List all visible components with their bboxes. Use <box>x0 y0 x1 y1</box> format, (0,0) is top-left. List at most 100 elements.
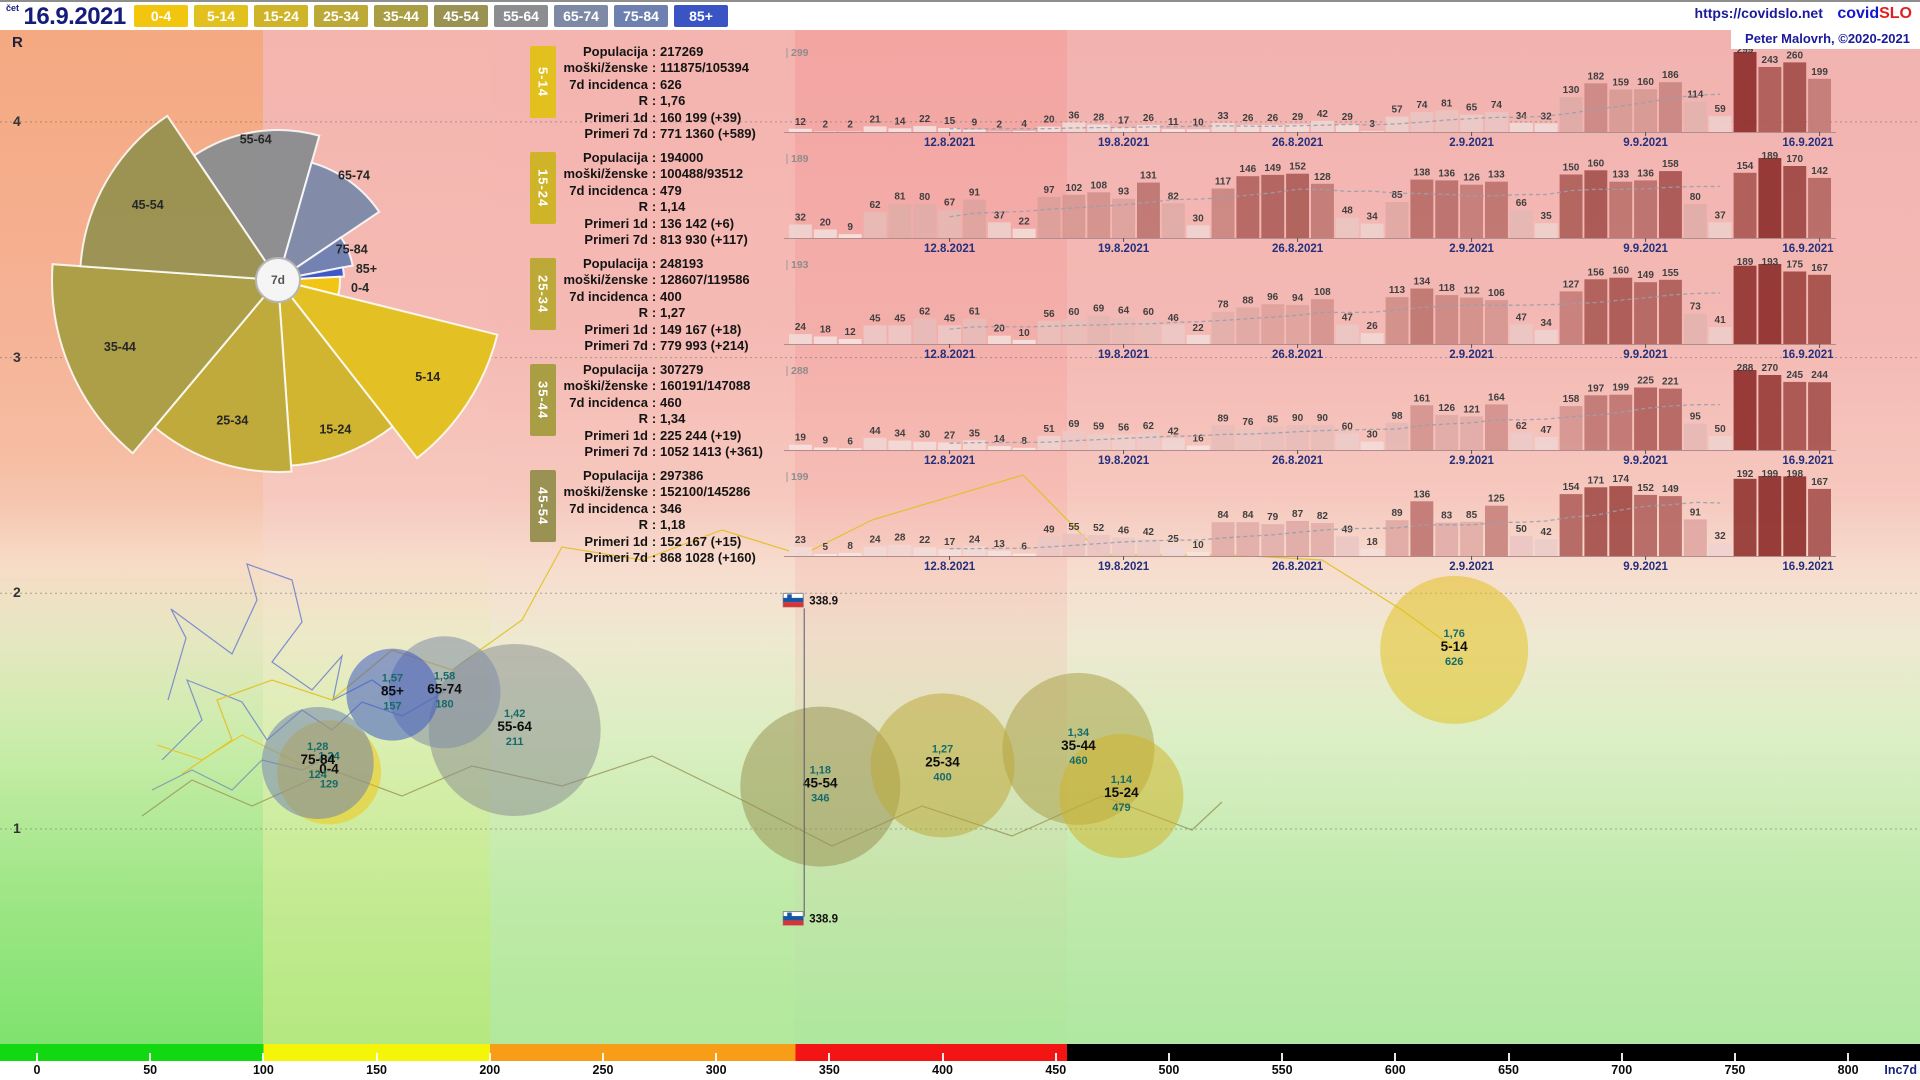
x-tick-300 <box>715 1053 718 1061</box>
stat-colon: : <box>651 468 657 483</box>
bar-value-label: 60 <box>1143 307 1155 318</box>
legend-button-5-14[interactable]: 5-14 <box>194 5 248 27</box>
legend-button-0-4[interactable]: 0-4 <box>134 5 188 27</box>
legend-button-25-34[interactable]: 25-34 <box>314 5 368 27</box>
bar-value-label: 164 <box>1488 392 1505 403</box>
legend-button-65-74[interactable]: 65-74 <box>554 5 608 27</box>
stat-colon: : <box>651 215 657 231</box>
bar-5-14-day36 <box>1683 101 1707 132</box>
bar-5-14-day5 <box>913 126 937 132</box>
bar-45-54-day17 <box>1211 522 1235 556</box>
panel-tab-25-34[interactable]: 25-34 <box>530 258 556 330</box>
y-tick-2: 2 <box>13 584 21 601</box>
stat-value-primeri7d-25-34: 779 993 (+214) <box>660 338 749 354</box>
bubble-45-54[interactable] <box>740 706 901 867</box>
bar-25-34-day23 <box>1360 333 1384 344</box>
bar-35-44-day18 <box>1236 428 1260 450</box>
bubble-group-label-25-34: 25-34 <box>925 754 960 769</box>
trend-line-25-34 <box>949 292 1721 330</box>
bubble-75-84[interactable] <box>261 707 374 820</box>
bar-value-label: 270 <box>1762 363 1779 374</box>
bar-value-label: 26 <box>1367 321 1379 332</box>
bar-15-24-day25 <box>1410 179 1434 238</box>
bar-value-label: 60 <box>1068 307 1080 318</box>
bar-value-label: 42 <box>1168 426 1180 437</box>
bar-value-label: 24 <box>869 534 881 545</box>
bar-value-label: 102 <box>1066 183 1083 194</box>
stat-colon: : <box>651 517 657 533</box>
bar-25-34-day29 <box>1509 324 1533 344</box>
bar-25-34-day25 <box>1410 288 1434 344</box>
trend-line-35-44 <box>949 403 1721 444</box>
stat-label-moski: moški/ženske <box>563 166 648 182</box>
bar-45-54-day11 <box>1062 533 1086 556</box>
bar-45-54-day21 <box>1311 523 1334 556</box>
bar-value-label: 152 <box>1637 483 1654 494</box>
stat-value-populacija-15-24: 194000 <box>660 150 704 165</box>
date-label-2.9.2021: 2.9.2021 <box>1449 137 1494 148</box>
stat-colon: : <box>651 126 657 142</box>
legend-button-45-54[interactable]: 45-54 <box>434 5 488 27</box>
bubble-5-14[interactable] <box>1380 575 1529 724</box>
legend-button-85+[interactable]: 85+ <box>674 5 728 27</box>
bar-35-44-day38 <box>1733 370 1757 450</box>
rose-petal-15-24 <box>276 276 394 467</box>
bubble-incidence-75-84: 124 <box>309 769 328 781</box>
legend-button-55-64[interactable]: 55-64 <box>494 5 548 27</box>
bar-value-label: 131 <box>1140 171 1157 182</box>
bar-value-label: 41 <box>1715 315 1727 326</box>
panel-tab-15-24[interactable]: 15-24 <box>530 152 556 224</box>
site-url-link[interactable]: https://covidslo.net <box>1694 5 1823 21</box>
date-label-12.8.2021: 12.8.2021 <box>924 137 976 148</box>
bar-15-24-day32 <box>1584 170 1608 238</box>
bar-value-label: 10 <box>1193 540 1205 551</box>
bar-value-label: 154 <box>1563 482 1580 493</box>
bubble-incidence-5-14: 626 <box>1445 656 1463 668</box>
bar-value-label: 64 <box>1118 306 1130 317</box>
bubble-85+[interactable] <box>346 648 439 741</box>
bar-value-label: 50 <box>1715 424 1727 435</box>
panel-stats-35-44: Populacija:307279 moški/ženske:160191/147… <box>560 362 782 460</box>
date-label-9.9.2021: 9.9.2021 <box>1623 243 1668 254</box>
bar-35-44-day28 <box>1485 404 1508 450</box>
bar-value-label: 260 <box>1786 50 1803 61</box>
legend-button-15-24[interactable]: 15-24 <box>254 5 308 27</box>
rose-center-label: 7d <box>271 273 285 287</box>
bar-15-24-day8 <box>987 222 1011 238</box>
bar-value-label: 47 <box>1516 313 1528 324</box>
rose-label-25-34: 25-34 <box>216 414 248 428</box>
bar-15-24-day18 <box>1236 176 1260 238</box>
panel-tab-45-54[interactable]: 45-54 <box>530 470 556 542</box>
bar-value-label: 113 <box>1389 285 1406 296</box>
bar-5-14-day20 <box>1286 124 1309 132</box>
bar-value-label: 44 <box>869 426 881 437</box>
bar-15-24-day31 <box>1559 174 1583 238</box>
date-label-9.9.2021: 9.9.2021 <box>1623 561 1668 572</box>
panel-15-24: 15-24 Populacija:194000 moški/ženske:10048… <box>526 150 1846 254</box>
bubble-r-value-85+: 1,57 <box>382 673 403 685</box>
bar-value-label: 34 <box>1367 212 1379 223</box>
bubble-incidence-35-44: 460 <box>1069 755 1087 767</box>
bar-value-label: 79 <box>1267 512 1279 523</box>
bubble-group-label-0-4: 0-4 <box>319 761 339 776</box>
bar-35-44-day23 <box>1360 441 1384 450</box>
bar-25-34-day28 <box>1485 300 1508 344</box>
panel-tab-5-14[interactable]: 5-14 <box>530 46 556 118</box>
legend-button-75-84[interactable]: 75-84 <box>614 5 668 27</box>
bar-value-label: 83 <box>1441 511 1453 522</box>
stat-colon: : <box>651 93 657 109</box>
bar-15-24-day1 <box>813 229 837 238</box>
bubble-incidence-55-64: 211 <box>506 736 524 748</box>
bar-15-24-day24 <box>1385 202 1409 238</box>
bar-value-label: 20 <box>994 324 1006 335</box>
bubble-15-24[interactable] <box>1059 734 1184 859</box>
bar-value-label: 32 <box>1715 531 1727 542</box>
stat-label-moski: moški/ženske <box>563 60 648 76</box>
stat-label-incidenca: 7d incidenca <box>569 394 648 410</box>
legend-button-35-44[interactable]: 35-44 <box>374 5 428 27</box>
bubble-25-34[interactable] <box>870 693 1015 838</box>
bar-35-44-day9 <box>1012 447 1036 450</box>
panel-tab-35-44[interactable]: 35-44 <box>530 364 556 436</box>
bar-25-34-day11 <box>1062 319 1086 344</box>
y-tick-3: 3 <box>13 348 21 365</box>
